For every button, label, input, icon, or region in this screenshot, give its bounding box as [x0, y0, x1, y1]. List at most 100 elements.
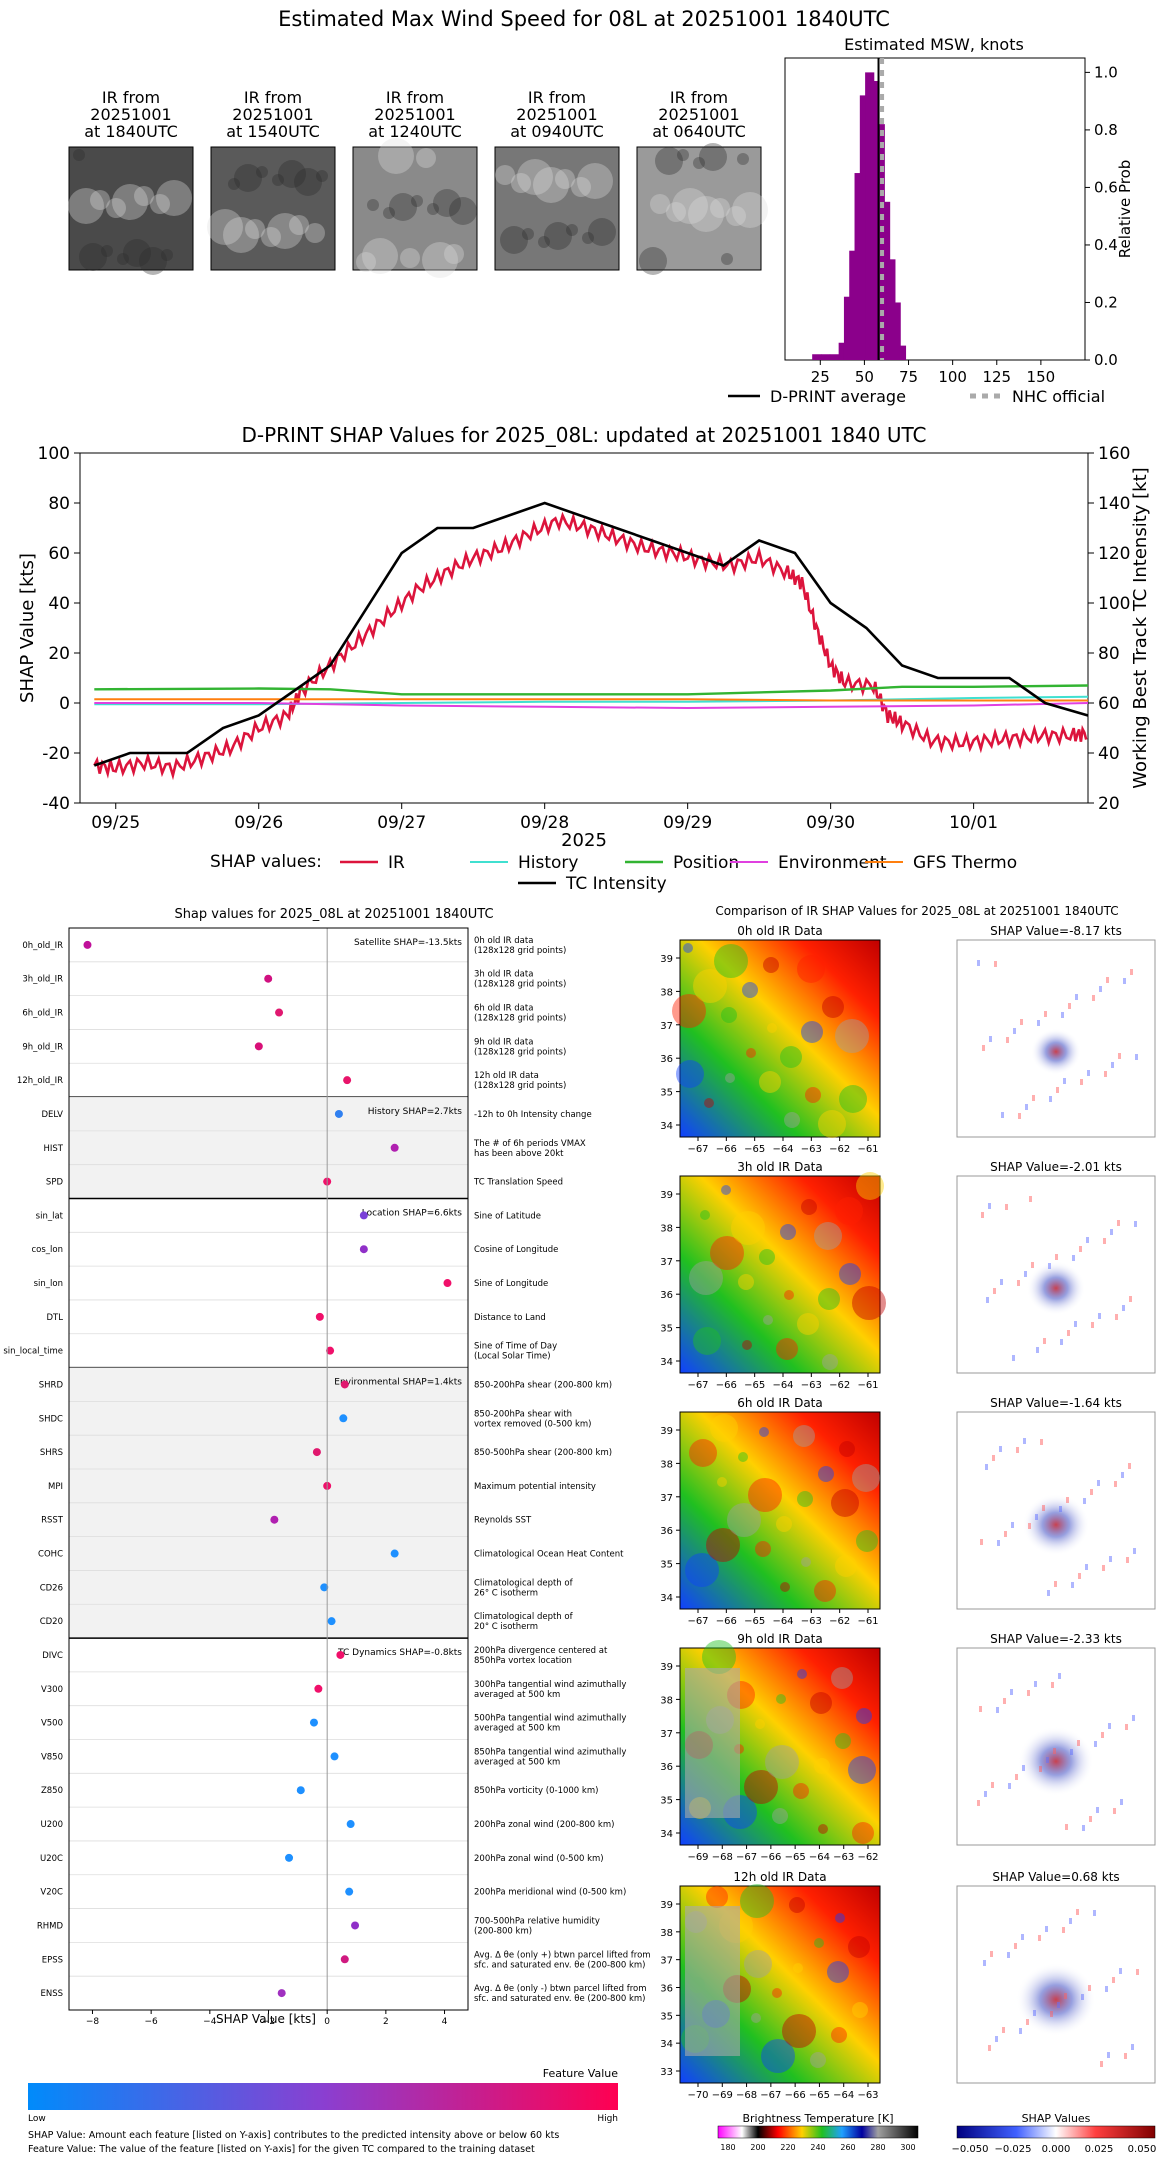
thumbnail-label: 20251001 — [374, 105, 455, 124]
x-tick-label: 10/01 — [949, 813, 998, 833]
timeseries-title: D-PRINT SHAP Values for 2025_08L: update… — [241, 423, 926, 447]
ir-texture — [835, 1555, 857, 1577]
feature-point — [83, 940, 92, 949]
shap-texture — [980, 1539, 983, 1545]
feature-name: CD20 — [40, 1617, 63, 1627]
feature-description: sfc. and saturated env. θe (200-800 km) — [474, 1994, 646, 2004]
ir-y-tick-label: 36 — [660, 1526, 673, 1537]
shap-texture — [1114, 1481, 1117, 1487]
ir-texture — [797, 1313, 819, 1335]
feature-name: 6h_old_IR — [22, 1009, 63, 1019]
shap-texture — [997, 1540, 1000, 1546]
feature-shap-panel: Shap values for 2025_08L at 20251001 184… — [3, 907, 650, 2027]
ir-x-tick-label: −64 — [772, 1144, 793, 1155]
ir-texture — [848, 1756, 876, 1784]
ir-y-tick-label: 37 — [660, 1729, 673, 1740]
histogram-bar — [859, 95, 869, 360]
shap-panel-title: SHAP Value=0.68 kts — [992, 1870, 1119, 1884]
ir-x-tick-label: −66 — [716, 1144, 737, 1155]
ir-y-tick-label: 36 — [660, 1762, 673, 1773]
shap-texture — [1017, 1280, 1020, 1286]
y2-tick-label: 40 — [1098, 744, 1120, 764]
ir-texture — [765, 1745, 799, 1779]
cloud-texture — [234, 164, 262, 192]
ir-x-tick-label: −63 — [801, 1144, 822, 1155]
shap-texture — [992, 1455, 995, 1461]
feature-description: Sine of Latitude — [474, 1211, 541, 1221]
shap-texture — [1049, 1096, 1052, 1102]
feature-point — [315, 1312, 324, 1321]
shap-texture — [1055, 1254, 1058, 1260]
y-tick-label: 20 — [48, 644, 70, 664]
x-tick-label: 09/30 — [806, 813, 855, 833]
feature-point — [330, 1752, 339, 1761]
cloud-texture — [672, 188, 708, 224]
cloud-texture — [411, 195, 423, 207]
shap-hotspot — [1020, 1015, 1092, 1082]
y-tick-label: 0.6 — [1094, 178, 1118, 196]
ir-texture — [744, 1950, 772, 1978]
feature-description: 6h old IR data — [474, 1004, 533, 1014]
ir-y-tick-label: 36 — [660, 1290, 673, 1301]
ir-x-tick-label: −66 — [716, 1380, 737, 1391]
feature-name: ENSS — [40, 1989, 63, 1999]
feature-name: HIST — [44, 1144, 64, 1154]
ir-texture — [706, 1528, 740, 1562]
ir-y-tick-label: 35 — [660, 1324, 673, 1335]
cloud-texture — [693, 157, 705, 169]
ir-x-tick-label: −67 — [760, 2090, 781, 2101]
group-header: History SHAP=2.7kts — [368, 1107, 463, 1117]
shap-texture — [1128, 1463, 1131, 1469]
shap-texture — [1020, 1019, 1023, 1025]
x-tick-label: −2 — [262, 2017, 275, 2027]
cloud-texture — [289, 215, 309, 235]
x-tick-label: 09/28 — [520, 813, 569, 833]
shap-texture — [990, 1951, 993, 1957]
feature-description: 200hPa zonal wind (200-800 km) — [474, 1820, 614, 1830]
shap-texture — [1058, 1673, 1061, 1679]
shap-texture — [1113, 1808, 1116, 1814]
ir-x-tick-label: −65 — [744, 1616, 765, 1627]
ir-texture — [818, 1110, 846, 1138]
thumbnail-label: at 1540UTC — [226, 122, 320, 141]
ir-texture — [776, 1694, 786, 1704]
shap-texture — [1136, 1969, 1139, 1975]
shap-texture — [1130, 969, 1133, 975]
ir-texture — [810, 1692, 832, 1714]
feature-description: 850-500hPa shear (200-800 km) — [474, 1448, 612, 1458]
ir-texture — [852, 1464, 880, 1492]
group-header: Satellite SHAP=-13.5kts — [354, 938, 462, 948]
shap-texture — [1080, 1079, 1083, 1085]
shap-texture — [1021, 1934, 1024, 1940]
shap-texture — [1129, 1296, 1132, 1302]
y-tick-label: 0.8 — [1094, 121, 1118, 139]
feature-colorbar: Feature Value Low High — [28, 2067, 618, 2124]
cloud-texture — [533, 167, 569, 203]
shap-texture — [1126, 1557, 1129, 1563]
cloud-texture — [650, 194, 670, 214]
shap-texture — [1074, 1321, 1077, 1327]
ir-x-tick-label: −68 — [736, 2090, 757, 2101]
feature-description: 200hPa divergence centered at — [474, 1646, 608, 1656]
shap-panel-title: SHAP Value=-8.17 kts — [990, 924, 1122, 938]
shap-texture — [1050, 2011, 1053, 2017]
y-tick-label: 0 — [59, 694, 70, 714]
bt-colorbar-ticks: 180 200 220 240 260 280 300 — [720, 2143, 915, 2152]
cloud-texture — [400, 248, 420, 268]
feature-shap-rows: Satellite SHAP=-13.5kts 0h_old_IR 0h old I… — [3, 927, 651, 2027]
bt-tick-label: 180 — [720, 2143, 735, 2152]
feature-name: V300 — [41, 1685, 63, 1695]
feature-description: 3h old IR data — [474, 970, 533, 980]
shap-colorbar-bar — [956, 2125, 1156, 2139]
feature-point — [320, 1583, 329, 1592]
feature-name: COHC — [38, 1550, 63, 1560]
ir-y-tick-label: 34 — [660, 2039, 673, 2050]
feature-panel-title: Shap values for 2025_08L at 20251001 184… — [174, 907, 493, 922]
shap-texture — [1089, 1816, 1092, 1822]
feature-name: sin_lat — [36, 1211, 64, 1221]
y-tick-label: 1.0 — [1094, 63, 1118, 81]
ir-y-tick-label: 39 — [660, 1662, 673, 1673]
ir-texture — [704, 1098, 714, 1108]
feature-name: 0h_old_IR — [22, 941, 63, 951]
group-header: Location SHAP=6.6kts — [362, 1209, 463, 1219]
